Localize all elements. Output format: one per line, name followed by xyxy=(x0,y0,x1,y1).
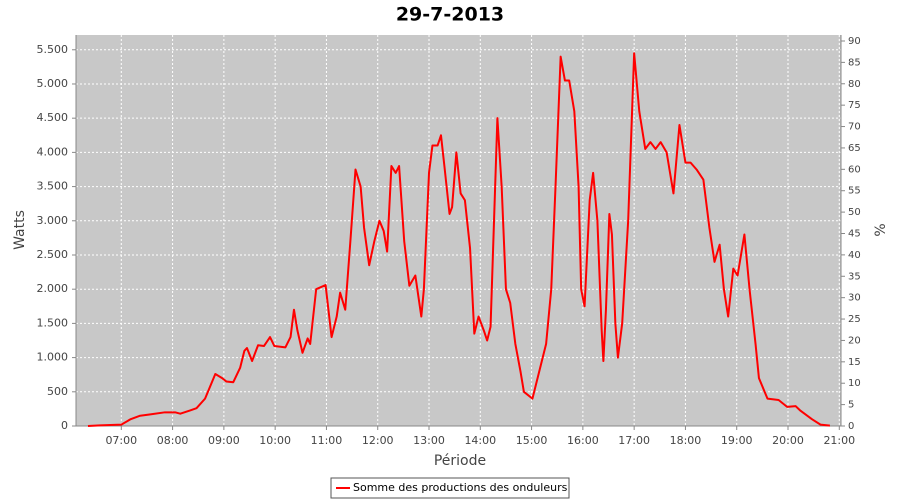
x-tick-label: 16:00 xyxy=(567,434,599,447)
y2-tick-label: 90 xyxy=(848,36,861,47)
y-tick-label: 4.000 xyxy=(37,145,69,158)
x-tick-label: 18:00 xyxy=(670,434,702,447)
x-tick-label: 21:00 xyxy=(823,434,855,447)
x-axis-label: Période xyxy=(434,453,486,469)
x-tick-label: 08:00 xyxy=(157,434,189,447)
y2-tick-label: 35 xyxy=(848,271,861,282)
y2-tick-label: 20 xyxy=(848,335,861,346)
y2-tick-label: 50 xyxy=(848,207,861,218)
legend-box xyxy=(330,477,570,499)
x-tick-label: 19:00 xyxy=(721,434,753,447)
y2-tick-label: 85 xyxy=(848,57,861,68)
y2-tick-label: 30 xyxy=(848,293,861,304)
y-tick-label: 5.500 xyxy=(37,43,69,56)
x-tick-label: 15:00 xyxy=(516,434,548,447)
y2-tick-label: 5 xyxy=(848,400,854,411)
y2-tick-label: 65 xyxy=(848,143,861,154)
data-line xyxy=(87,52,830,427)
y2-tick-label: 10 xyxy=(848,378,861,389)
x-tick-label: 07:00 xyxy=(105,434,137,447)
x-tick-label: 12:00 xyxy=(362,434,394,447)
y2-tick-label: 40 xyxy=(848,250,861,261)
y2-axis-label: % xyxy=(873,223,889,236)
y2-tick-label: 15 xyxy=(848,357,861,368)
y-tick-label: 3.000 xyxy=(37,214,69,227)
x-tick-label: 17:00 xyxy=(618,434,650,447)
plot-area xyxy=(76,35,841,426)
y2-tick-label: 70 xyxy=(848,122,861,133)
y2-tick-label: 60 xyxy=(848,164,861,175)
legend-label: Somme des productions des onduleurs xyxy=(353,481,568,494)
y-tick-label: 2.500 xyxy=(37,248,69,261)
x-tick-label: 14:00 xyxy=(464,434,496,447)
y2-tick-label: 75 xyxy=(848,100,861,111)
x-tick-label: 13:00 xyxy=(413,434,445,447)
x-tick-label: 11:00 xyxy=(311,434,343,447)
y2-tick-label: 25 xyxy=(848,314,861,325)
y2-tick-label: 45 xyxy=(848,228,861,239)
y-tick-label: 5.000 xyxy=(37,77,69,90)
chart-title: 29-7-2013 xyxy=(396,4,504,26)
y-tick-label: 4.500 xyxy=(37,111,69,124)
y2-tick-label: 55 xyxy=(848,186,861,197)
y-tick-label: 500 xyxy=(47,385,68,398)
y-tick-label: 0 xyxy=(61,419,68,432)
y-tick-label: 1.000 xyxy=(37,351,69,364)
x-tick-label: 20:00 xyxy=(772,434,804,447)
legend xyxy=(330,477,570,499)
y2-tick-label: 0 xyxy=(848,421,854,432)
y-tick-label: 3.500 xyxy=(37,180,69,193)
y-tick-label: 2.000 xyxy=(37,282,69,295)
x-tick-label: 10:00 xyxy=(259,434,291,447)
x-tick-label: 09:00 xyxy=(208,434,240,447)
y2-tick-label: 80 xyxy=(848,79,861,90)
y-axis-label: Watts xyxy=(12,210,28,250)
y-tick-label: 1.500 xyxy=(37,316,69,329)
